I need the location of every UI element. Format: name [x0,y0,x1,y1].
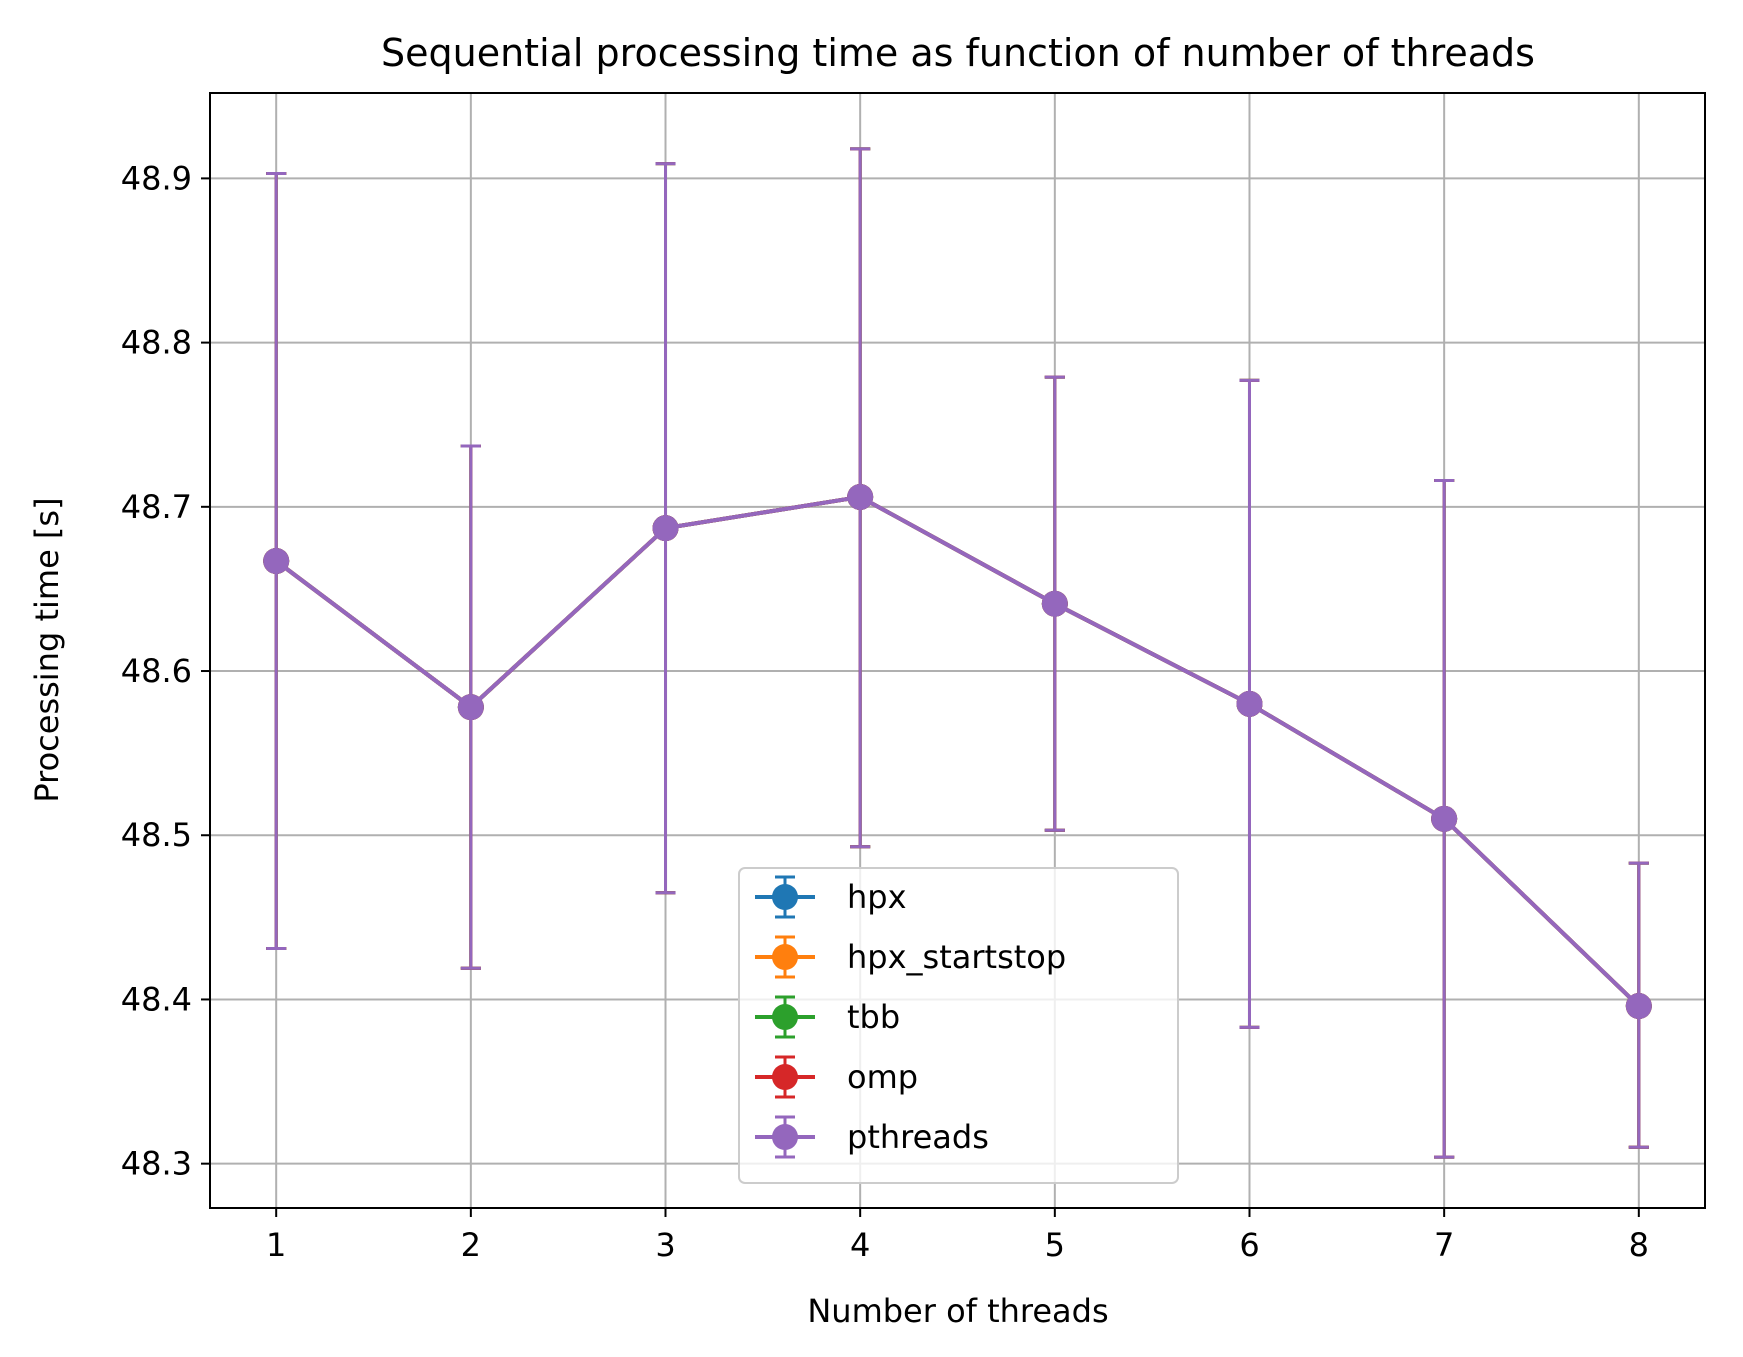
x-tick-label: 7 [1434,1226,1454,1264]
legend-entry-pthreads: pthreads [755,1115,989,1159]
legend-entry-hpx: hpx [755,875,907,919]
series-layer [263,147,1652,1159]
data-point [457,694,484,721]
x-tick-label: 2 [461,1226,481,1264]
legend-marker [772,944,798,970]
data-point [847,483,874,510]
x-axis-label: Number of threads [807,1292,1108,1330]
data-point [263,548,290,575]
legend-marker [772,884,798,910]
data-point [1431,805,1458,832]
legend-label: tbb [847,998,900,1036]
y-tick-label: 48.5 [121,816,192,854]
legend-box [738,867,1179,1184]
legend-label: pthreads [847,1118,989,1156]
series-pthreads [263,147,1652,1159]
data-point [1041,590,1068,617]
x-axis-ticks: 1 2 3 4 5 6 7 8 [266,1208,1649,1264]
legend-entry-hpx_startstop: hpx_startstop [755,935,1066,979]
y-tick-label: 48.4 [121,980,192,1018]
plot-frame [209,92,1706,1209]
x-tick-label: 1 [266,1226,286,1264]
x-tick-label: 5 [1045,1226,1065,1264]
legend-entry-omp: omp [755,1055,918,1099]
y-tick-label: 48.9 [121,159,192,197]
x-tick-label: 8 [1629,1226,1649,1264]
chart-title: Sequential processing time as function o… [381,31,1535,75]
data-point [652,515,679,542]
legend-entry-tbb: tbb [755,995,900,1039]
y-tick-label: 48.8 [121,324,192,362]
y-tick-label: 48.6 [121,652,192,690]
data-point [1625,993,1652,1020]
legend-label: omp [847,1058,918,1096]
y-axis-ticks: 48.3 48.4 48.5 48.6 48.7 48.8 48.9 [121,159,210,1183]
legend-marker [772,1124,798,1150]
data-point [1236,690,1263,717]
legend-label: hpx [847,878,907,916]
y-axis-label: Processing time [s] [28,497,66,802]
x-tick-label: 6 [1239,1226,1259,1264]
legend-marker [772,1064,798,1090]
x-tick-label: 3 [655,1226,675,1264]
y-tick-label: 48.7 [121,488,192,526]
y-tick-label: 48.3 [121,1145,192,1183]
legend-marker [772,1004,798,1030]
x-tick-label: 4 [850,1226,870,1264]
legend-label: hpx_startstop [847,938,1066,976]
series-line [274,494,1641,1008]
